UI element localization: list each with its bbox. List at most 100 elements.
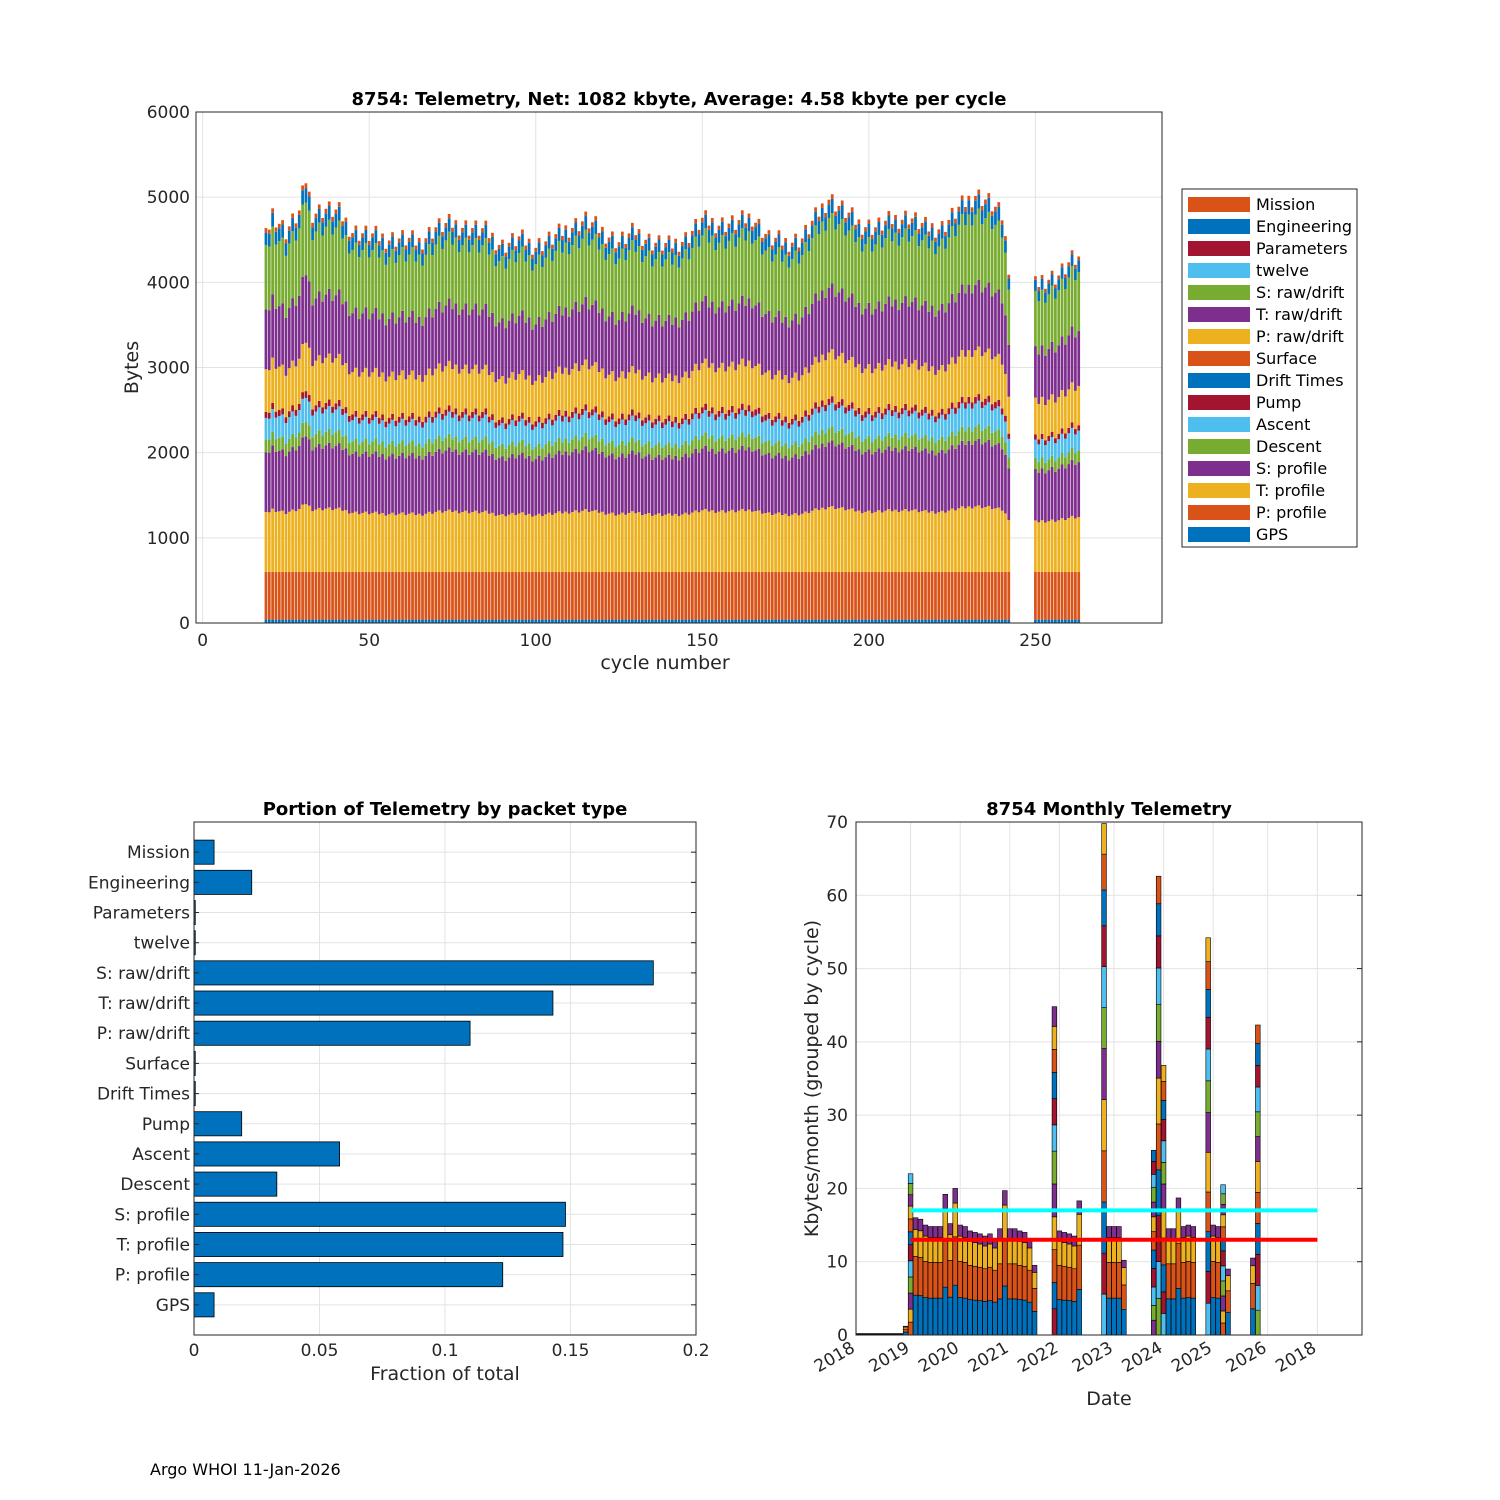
stack-segment (577, 512, 581, 572)
plot-frame (855, 821, 1363, 1336)
stack-segment (964, 356, 967, 403)
stack-segment (567, 241, 571, 255)
stack-segment (940, 238, 944, 304)
stack-segment (344, 448, 348, 511)
stack-segment (777, 234, 781, 248)
stack-segment (767, 412, 771, 419)
stack-segment (307, 505, 311, 572)
month-bar-segment (962, 1297, 968, 1336)
stack-segment (524, 425, 528, 447)
month-bar-segment (1071, 1268, 1077, 1302)
stack-segment (597, 372, 601, 415)
stack-segment (900, 302, 904, 365)
month-bar-segment (927, 1226, 934, 1238)
stack-segment (327, 406, 331, 430)
stack-segment (354, 367, 358, 411)
stack-segment (491, 512, 494, 572)
stack-segment (700, 571, 704, 620)
stack-segment (381, 313, 384, 373)
stack-segment (617, 457, 621, 515)
stack-segment (457, 252, 461, 315)
stack-segment (477, 373, 481, 416)
stack-segment (730, 406, 734, 413)
stack-segment (301, 571, 304, 620)
stack-segment (561, 235, 564, 241)
stack-segment (627, 441, 631, 455)
stack-segment (930, 366, 934, 410)
stack-segment (914, 297, 917, 360)
stack-segment (874, 231, 877, 245)
stack-segment (567, 416, 571, 423)
stack-segment (647, 313, 651, 373)
stack-segment (780, 249, 784, 262)
stack-segment (917, 412, 921, 419)
stack-segment (427, 231, 431, 245)
stack-segment (621, 440, 624, 454)
stack-segment (427, 308, 431, 369)
stack-segment (730, 215, 734, 220)
stack-segment (367, 257, 371, 320)
stack-segment (870, 454, 874, 514)
stack-segment (404, 619, 408, 623)
stack-segment (511, 249, 514, 314)
stack-segment (904, 228, 907, 297)
stack-segment (767, 452, 771, 513)
stack-segment (714, 453, 718, 513)
stack-segment (967, 396, 971, 404)
stack-segment (804, 410, 807, 417)
stack-segment (804, 306, 807, 368)
stack-segment (917, 233, 921, 247)
stack-segment (680, 377, 684, 419)
stack-segment (1057, 275, 1061, 280)
stack-segment (341, 436, 344, 450)
stack-segment (914, 359, 917, 405)
stack-segment (1067, 266, 1071, 278)
stack-segment (357, 319, 361, 377)
stack-segment (481, 571, 484, 620)
stack-segment (810, 220, 814, 226)
stack-segment (847, 433, 851, 447)
stack-segment (820, 221, 824, 291)
stack-segment (697, 571, 701, 620)
month-bar-segment (1101, 853, 1107, 891)
stack-segment (461, 245, 464, 310)
stack-segment (291, 447, 294, 510)
stack-segment (317, 400, 321, 408)
stack-segment (777, 247, 781, 312)
stack-segment (411, 370, 414, 413)
stack-segment (431, 238, 434, 243)
month-bar-segment (1002, 1190, 1008, 1206)
stack-segment (950, 293, 954, 358)
stack-segment (640, 379, 644, 421)
stack-segment (667, 239, 671, 253)
stack-segment (747, 217, 751, 232)
stack-segment (281, 571, 284, 620)
stack-segment (1040, 438, 1044, 458)
month-bar-segment (907, 1218, 914, 1233)
stack-segment (467, 421, 471, 443)
hbar (193, 1262, 504, 1288)
stack-segment (441, 371, 444, 414)
stack-segment (581, 304, 584, 366)
stack-segment (1004, 513, 1007, 572)
stack-segment (897, 245, 901, 310)
stack-segment (597, 441, 601, 454)
stack-segment (814, 508, 817, 572)
stack-segment (334, 409, 338, 433)
stack-segment (471, 439, 474, 453)
month-bar-segment (1190, 1226, 1196, 1238)
stack-segment (704, 214, 708, 229)
stack-segment (630, 619, 634, 623)
stack-segment (397, 375, 401, 417)
stack-segment (927, 440, 931, 454)
stack-segment (427, 368, 431, 412)
stack-segment (367, 514, 371, 572)
stack-segment (840, 399, 844, 406)
stack-segment (824, 571, 827, 620)
stack-segment (344, 435, 348, 449)
month-bar-segment (1071, 1301, 1077, 1336)
stack-segment (454, 220, 458, 225)
stack-segment (850, 211, 854, 226)
stack-segment (407, 619, 411, 623)
stack-segment (577, 231, 581, 236)
